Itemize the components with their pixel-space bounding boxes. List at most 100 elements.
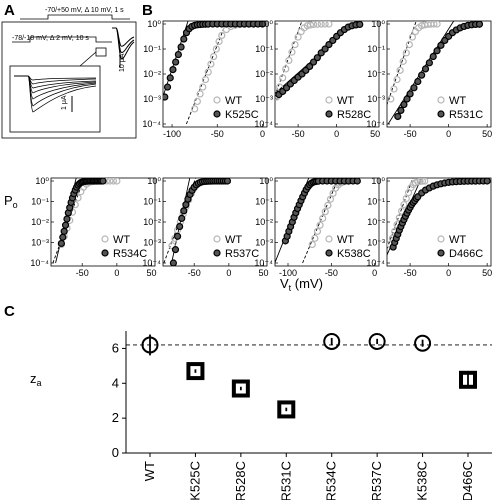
y-tick-label: 10⁻⁴ xyxy=(366,119,385,129)
mutant-point xyxy=(176,222,184,231)
panel-b-plots: 10⁰ 10⁻¹ 10⁻² 10⁻³ 10⁻⁴ -100 -50 0 WT K525C 10⁰ 10⁻… xyxy=(30,19,492,278)
za-point-circle xyxy=(414,334,432,352)
mutant-point xyxy=(414,77,422,86)
y-tick-label: 10⁰ xyxy=(35,176,49,186)
mutant-point xyxy=(180,207,188,215)
x-category-label: K525C xyxy=(187,461,202,500)
y-tick-label: 10⁻⁴ xyxy=(142,258,161,268)
x-tick-label: 50 xyxy=(147,268,157,278)
wt-point xyxy=(196,90,204,98)
wt-point xyxy=(294,33,302,41)
mutant-point xyxy=(421,65,430,73)
x-category-label: K538C xyxy=(415,461,430,500)
wt-point xyxy=(396,66,404,74)
legend-wt-marker xyxy=(213,96,221,104)
wt-point xyxy=(109,178,117,185)
x-tick-label: 0 xyxy=(372,268,377,278)
legend-wt-marker xyxy=(325,235,333,243)
wt-point xyxy=(285,56,293,64)
iv-subplot-r537c: 10⁰ 10⁻¹ 10⁻² 10⁻³ 10⁻⁴ -50 0 50 WT R537C xyxy=(142,176,268,278)
y-tick-label: 10⁻¹ xyxy=(143,44,161,54)
mutant-point xyxy=(483,178,491,185)
protocol-trace-bottom xyxy=(12,36,112,43)
wt-point xyxy=(321,208,329,216)
mutant-point xyxy=(433,47,441,55)
iv-subplot-r531c: 10⁰ 10⁻¹ 10⁻² 10⁻³ 10⁻⁴ -50 0 50 WT R531C xyxy=(366,19,492,139)
panel-label-a: A xyxy=(4,2,15,19)
y-tick-label: 10⁰ xyxy=(371,19,385,29)
wt-point xyxy=(311,234,319,242)
y-tick-label: 6 xyxy=(112,340,119,355)
wt-point xyxy=(408,33,417,41)
y-tick-label: 10⁰ xyxy=(259,176,273,186)
legend-mutant-label: K525C xyxy=(225,109,259,121)
x-category-label: WT xyxy=(142,461,157,481)
plot-area xyxy=(275,21,364,101)
panel-label-c: C xyxy=(4,303,15,320)
mutant-point xyxy=(475,21,484,28)
y-tick-label: 10⁻¹ xyxy=(31,197,49,207)
x-tick-label: 0 xyxy=(114,268,119,278)
x-category-label: R531C xyxy=(278,461,293,500)
x-tick-label: -50 xyxy=(404,268,417,278)
wt-point xyxy=(418,178,427,185)
wt-point xyxy=(204,68,212,76)
x-tick-label: -100 xyxy=(163,129,181,139)
wt-point xyxy=(313,21,321,28)
y-tick-label: 10⁻³ xyxy=(31,238,49,248)
y-tick-label: 10⁻³ xyxy=(143,238,161,248)
mutant-point xyxy=(60,227,68,235)
y-tick-label: 4 xyxy=(112,375,119,390)
mutant-point xyxy=(171,246,180,254)
mutant-point xyxy=(437,41,445,49)
y-tick-label: 10⁻¹ xyxy=(143,197,161,207)
mutant-point xyxy=(178,214,186,222)
wt-point xyxy=(405,40,413,49)
x-tick-label: 50 xyxy=(482,129,492,139)
wt-point xyxy=(279,74,287,82)
scale-bar-inset-label: 1 μA xyxy=(61,95,68,110)
wt-point xyxy=(324,201,332,209)
wt-point xyxy=(399,57,407,65)
x-category-label: R534C xyxy=(324,461,339,500)
x-tick-label: -50 xyxy=(211,129,224,139)
x-tick-label: -100 xyxy=(279,268,297,278)
y-tick-label: 10⁻² xyxy=(367,69,385,79)
x-tick-label: 0 xyxy=(226,268,231,278)
y-tick-label: 10⁻¹ xyxy=(367,44,385,54)
mutant-point xyxy=(169,259,177,266)
za-point-square xyxy=(277,400,296,419)
x-tick-label: 0 xyxy=(260,129,265,139)
y-tick-label: 10⁻⁴ xyxy=(254,119,273,129)
wt-point xyxy=(106,178,114,185)
wt-point xyxy=(402,49,410,57)
wt-limiting-slope xyxy=(387,21,417,106)
wt-point xyxy=(218,31,226,39)
scale-bar-main-label: 10 μA xyxy=(119,53,126,72)
wt-point xyxy=(199,83,207,91)
legend-wt-label: WT xyxy=(337,95,354,107)
za-point-square xyxy=(186,362,205,381)
wt-point xyxy=(207,60,215,68)
legend-mutant-label: R531C xyxy=(449,109,483,121)
y-tick-label: 10⁻⁴ xyxy=(366,258,385,268)
plot-area xyxy=(163,21,267,125)
protocol-label-bottom: -78/-18 mV, Δ 2 mV, 10 s xyxy=(12,35,89,42)
legend-mutant-marker xyxy=(437,249,445,257)
panel-c-plot: 0 2 4 6 WT K525C R528C R531C R534C R537C K538C D466… xyxy=(112,331,492,500)
y-tick-label: 10⁻³ xyxy=(367,94,385,104)
mutant-point xyxy=(306,62,314,71)
za-point-circle xyxy=(323,332,341,350)
mutant-point xyxy=(166,74,174,82)
wt-point xyxy=(433,21,441,28)
y-tick-label: 10⁻³ xyxy=(255,94,273,104)
legend-mutant-marker xyxy=(213,249,221,257)
x-tick-label: -50 xyxy=(292,129,305,139)
wt-point xyxy=(306,21,315,29)
mutant-point xyxy=(180,35,188,43)
wt-point xyxy=(288,48,296,56)
mutant-point xyxy=(406,90,414,98)
legend-mutant-marker xyxy=(437,110,445,118)
plot-area xyxy=(275,178,361,264)
